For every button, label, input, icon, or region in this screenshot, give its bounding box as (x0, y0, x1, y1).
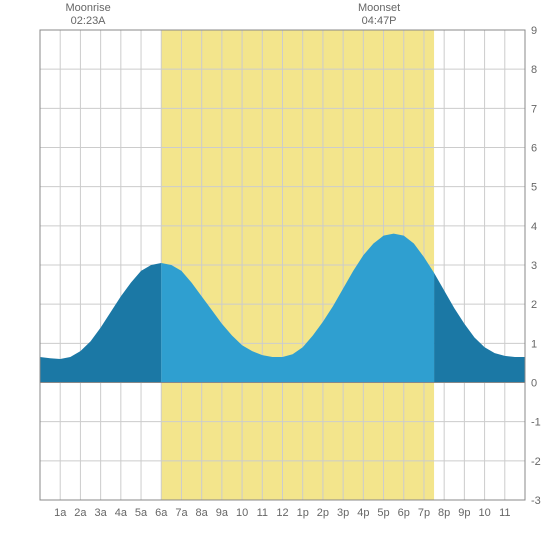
y-tick-label: 8 (531, 64, 537, 76)
y-tick-label: 4 (531, 221, 537, 233)
x-tick-label: 6p (398, 507, 410, 519)
x-tick-label: 12 (276, 507, 288, 519)
x-tick-label: 5p (377, 507, 389, 519)
x-tick-label: 10 (478, 507, 490, 519)
x-tick-label: 7p (418, 507, 430, 519)
y-tick-label: -2 (531, 456, 541, 468)
x-tick-label: 7a (175, 507, 188, 519)
x-tick-label: 10 (236, 507, 248, 519)
x-tick-label: 4p (357, 507, 369, 519)
y-tick-label: 6 (531, 143, 537, 155)
x-tick-label: 1a (54, 507, 67, 519)
y-tick-label: 1 (531, 338, 537, 350)
x-tick-label: 6a (155, 507, 168, 519)
x-tick-label: 11 (257, 507, 268, 519)
y-tick-label: 2 (531, 299, 537, 311)
y-tick-label: 7 (531, 103, 537, 115)
y-tick-label: 0 (531, 378, 537, 390)
y-tick-label: 3 (531, 260, 537, 272)
x-tick-label: 9a (216, 507, 229, 519)
x-tick-label: 8p (438, 507, 450, 519)
y-tick-label: -1 (531, 417, 541, 429)
x-tick-label: 4a (115, 507, 128, 519)
y-tick-label: -3 (531, 495, 541, 507)
x-tick-label: 2a (74, 507, 87, 519)
x-tick-label: 9p (458, 507, 470, 519)
y-axis-labels: -3 -2 -1 0 1 2 3 4 5 6 7 8 9 (531, 25, 541, 507)
x-tick-label: 11 (499, 507, 510, 519)
x-tick-label: 5a (135, 507, 148, 519)
x-tick-label: 2p (317, 507, 329, 519)
x-axis-labels: 1a 2a 3a 4a 5a 6a 7a 8a 9a 10 11 12 1p 2p 3p 4p 5p 6p 7p 8p… (54, 507, 510, 519)
tide-chart-svg: -3-2-101234567891a2a3a4a5a6a7a8a9a101112… (0, 0, 550, 550)
tide-chart: Moonrise 02:23A Moonset 04:47P -3-2-1012… (0, 0, 550, 550)
x-tick-label: 3a (95, 507, 108, 519)
y-tick-label: 5 (531, 182, 537, 194)
x-tick-label: 8a (196, 507, 209, 519)
y-tick-label: 9 (531, 25, 537, 37)
x-tick-label: 3p (337, 507, 349, 519)
x-tick-label: 1p (297, 507, 309, 519)
